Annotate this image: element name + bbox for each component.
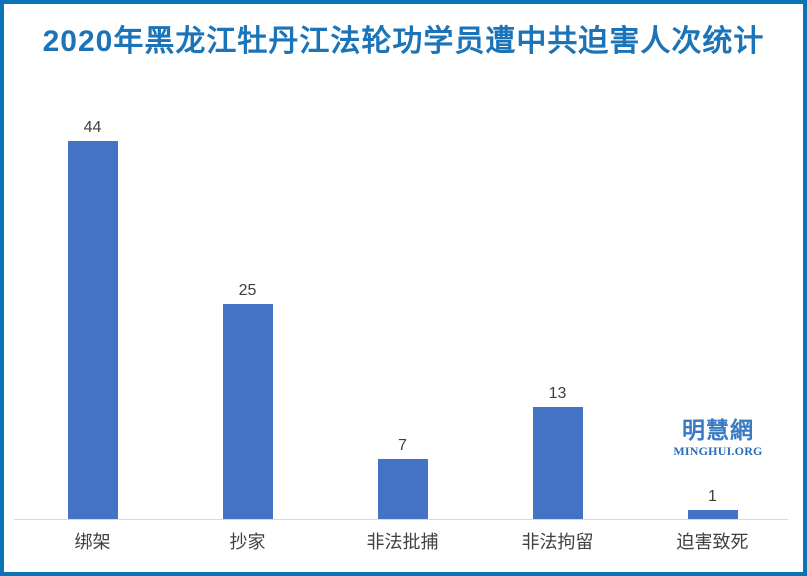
x-axis-labels: 绑架 抄家 非法批捕 非法拘留 迫害致死 — [15, 528, 790, 554]
minghui-logo-chinese: 明慧網 — [682, 417, 754, 443]
bar-slot-1: 25 — [170, 104, 325, 519]
bar-1 — [222, 304, 273, 519]
bar-value-label-1: 25 — [238, 282, 257, 299]
x-axis-line — [14, 519, 788, 520]
minghui-logo: 明慧網 MINGHUI.ORG — [672, 417, 764, 458]
x-axis-label-3: 非法拘留 — [521, 532, 594, 552]
bar-slot-3: 13 — [480, 104, 635, 519]
bar-value-label-2: 7 — [398, 437, 407, 454]
x-axis-label-1: 抄家 — [229, 532, 266, 552]
bar-slot-2: 7 — [325, 104, 480, 519]
minghui-logo-domain: MINGHUI.ORG — [673, 444, 763, 458]
chart-title: 2020年黑龙江牡丹江法轮功学员遭中共迫害人次统计 — [42, 25, 765, 58]
x-axis-label-2: 非法批捕 — [366, 532, 439, 552]
bar-slot-4: 1 — [635, 104, 790, 519]
x-axis-label-4: 迫害致死 — [676, 532, 749, 552]
bar-0 — [67, 141, 118, 519]
bar-slot-0: 44 — [15, 104, 170, 519]
bar-value-label-0: 44 — [83, 119, 102, 136]
bar-chart-plot-area: 44 25 7 13 1 — [15, 104, 790, 519]
bar-value-label-4: 1 — [708, 488, 717, 505]
bar-3 — [532, 407, 583, 519]
bar-2 — [377, 459, 428, 519]
bar-4 — [687, 510, 738, 519]
x-axis-label-0: 绑架 — [74, 532, 111, 552]
bar-value-label-3: 13 — [548, 385, 567, 402]
